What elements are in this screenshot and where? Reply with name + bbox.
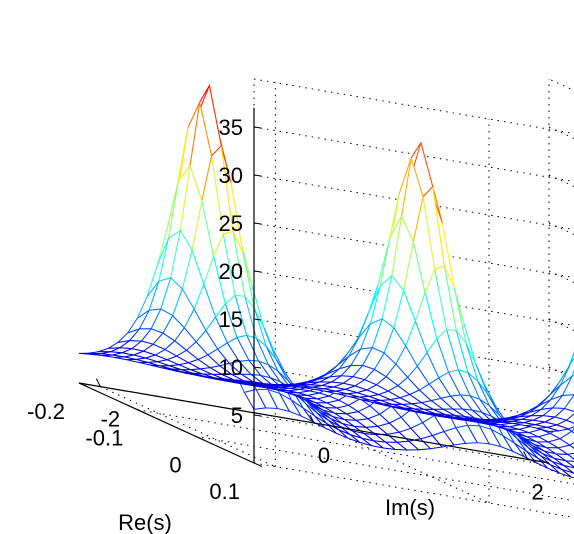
grid-line — [548, 270, 574, 283]
tick-label: -2 — [101, 407, 121, 432]
tick-label: 35 — [219, 115, 243, 140]
grid-line — [253, 174, 574, 230]
tick-mark — [523, 451, 529, 460]
tick-mark — [95, 378, 101, 387]
grid-line — [253, 78, 574, 134]
x-axis-label: Im(s) — [385, 495, 435, 520]
tick-label: 0.1 — [209, 479, 240, 504]
grid-line — [548, 174, 574, 187]
surface-mesh — [78, 83, 574, 479]
tick-mark — [253, 126, 262, 129]
tick-mark — [253, 270, 262, 273]
y-axis-label: Re(s) — [118, 510, 172, 534]
tick-mark — [253, 318, 262, 321]
tick-mark — [195, 435, 204, 441]
grid-line — [253, 126, 574, 182]
tick-mark — [253, 414, 262, 417]
tick-label: 0 — [318, 443, 330, 468]
tick-label: 25 — [219, 211, 243, 236]
tick-label: 0 — [169, 452, 181, 477]
tick-label: -0.2 — [27, 399, 65, 424]
tick-label: 2 — [532, 479, 544, 504]
grid-line — [253, 462, 574, 518]
tick-mark — [137, 409, 146, 414]
grid-line — [548, 126, 574, 139]
grid-line — [253, 318, 574, 374]
grid-line — [137, 409, 574, 485]
tick-mark — [253, 174, 262, 177]
tick-mark — [253, 462, 263, 467]
grid-line — [253, 270, 574, 326]
tick-mark — [309, 414, 315, 424]
grid-line — [195, 435, 574, 502]
grid-line — [548, 78, 574, 91]
tick-mark — [253, 366, 262, 369]
tick-label: 10 — [219, 355, 243, 380]
tick-label: 15 — [219, 307, 243, 332]
tick-label: 20 — [219, 259, 243, 284]
tick-mark — [78, 382, 88, 387]
tick-label: 5 — [231, 403, 243, 428]
tick-label: 30 — [219, 163, 243, 188]
grid-line — [548, 222, 574, 235]
tick-mark — [253, 222, 262, 225]
tick-labels: 5 10 15 20 25 30 35 -0.2 -0.1 0 0.1 -2 0 2 — [27, 115, 544, 504]
axis-line — [78, 382, 255, 464]
mesh-cell — [78, 352, 101, 355]
tick-label: -0.1 — [85, 426, 123, 451]
grid-line — [253, 222, 574, 278]
